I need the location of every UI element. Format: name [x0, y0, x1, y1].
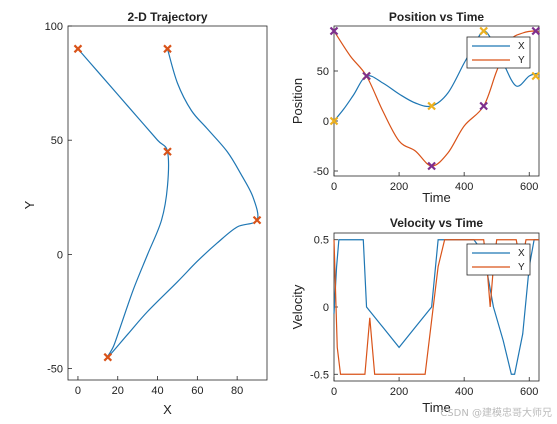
- velocity-panel: Velocity vs Time Time Velocity 0 200 400 60…: [290, 216, 540, 415]
- trajectory-xlabel: X: [163, 402, 172, 417]
- x-tick-label: 20: [112, 385, 124, 397]
- x-tick-label: 0: [331, 181, 337, 193]
- trajectory-axes-box: [67, 25, 268, 381]
- position-axes-box: [333, 25, 540, 177]
- x-tick-label: 0: [331, 386, 337, 398]
- position-x-line: [333, 30, 540, 122]
- position-legend-box: [466, 36, 531, 69]
- y-waypoint-marker: [479, 101, 488, 111]
- velocity-xlabel: Time: [422, 400, 450, 415]
- trajectory-ticks: 0 20 40 60 80 -50 0 50 100: [45, 21, 244, 397]
- waypoint-marker: [163, 147, 172, 156]
- velocity-y-line: [333, 239, 539, 375]
- position-panel: Position vs Time Time Position 0 200 400 60…: [290, 10, 541, 205]
- trajectory-title: 2-D Trajectory: [127, 10, 207, 24]
- position-xlabel: Time: [422, 190, 450, 205]
- position-y-line: [333, 30, 540, 167]
- x-tick-label: 600: [520, 181, 538, 193]
- trajectory-line: [77, 48, 259, 359]
- x-tick-label: 400: [455, 386, 473, 398]
- y-waypoint-marker: [362, 71, 371, 81]
- x-tick-label: 400: [455, 181, 473, 193]
- x-waypoint-marker: [427, 101, 436, 111]
- position-legend-y-label: Y: [518, 55, 525, 66]
- waypoint-marker: [73, 44, 83, 54]
- x-tick-label: 600: [520, 386, 538, 398]
- velocity-legend-x-label: X: [518, 248, 525, 259]
- velocity-ylabel: Velocity: [290, 284, 305, 329]
- y-tick-label: 50: [317, 66, 329, 78]
- velocity-legend-y-label: Y: [518, 262, 525, 273]
- velocity-legend: X Y: [466, 243, 531, 276]
- velocity-title: Velocity vs Time: [390, 216, 483, 230]
- watermark: CSDN @建模忠哥大师兄: [440, 406, 552, 419]
- y-waypoint-marker: [531, 26, 541, 36]
- position-legend: X Y: [466, 36, 531, 69]
- velocity-ticks: 0 200 400 600-0.500.5: [310, 235, 538, 398]
- waypoint-marker: [252, 215, 262, 225]
- y-tick-label: 0.5: [314, 235, 329, 247]
- x-tick-label: 0: [75, 385, 81, 397]
- trajectory-panel: 2-D Trajectory X Y 0 20 40 60 80 -50 0 50 100: [22, 10, 268, 417]
- y-tick-label: 100: [45, 21, 63, 33]
- x-waypoint-marker: [329, 116, 339, 126]
- trajectory-waypoints: [73, 44, 262, 362]
- x-tick-label: 200: [390, 386, 408, 398]
- y-tick-label: 0: [57, 249, 63, 261]
- y-tick-label: 0: [323, 116, 329, 128]
- position-ylabel: Position: [290, 78, 305, 124]
- y-tick-label: -50: [47, 364, 63, 376]
- x-tick-label: 60: [191, 385, 203, 397]
- x-waypoint-marker: [531, 71, 541, 81]
- velocity-legend-box: [466, 243, 531, 276]
- waypoint-marker: [103, 352, 113, 362]
- trajectory-ylabel: Y: [22, 200, 37, 209]
- waypoint-marker: [163, 44, 172, 54]
- x-tick-label: 40: [151, 385, 163, 397]
- position-legend-x-label: X: [518, 41, 525, 52]
- velocity-x-line: [333, 239, 539, 375]
- y-tick-label: 0: [323, 302, 329, 314]
- y-tick-label: 50: [51, 135, 63, 147]
- position-title: Position vs Time: [389, 10, 484, 24]
- x-waypoint-marker: [479, 26, 488, 36]
- y-tick-label: -0.5: [310, 369, 329, 381]
- x-tick-label: 80: [231, 385, 243, 397]
- y-waypoint-marker: [329, 26, 339, 36]
- x-tick-label: 200: [390, 181, 408, 193]
- position-waypoints: [329, 26, 541, 171]
- y-tick-label: -50: [313, 166, 329, 178]
- y-waypoint-marker: [427, 161, 436, 171]
